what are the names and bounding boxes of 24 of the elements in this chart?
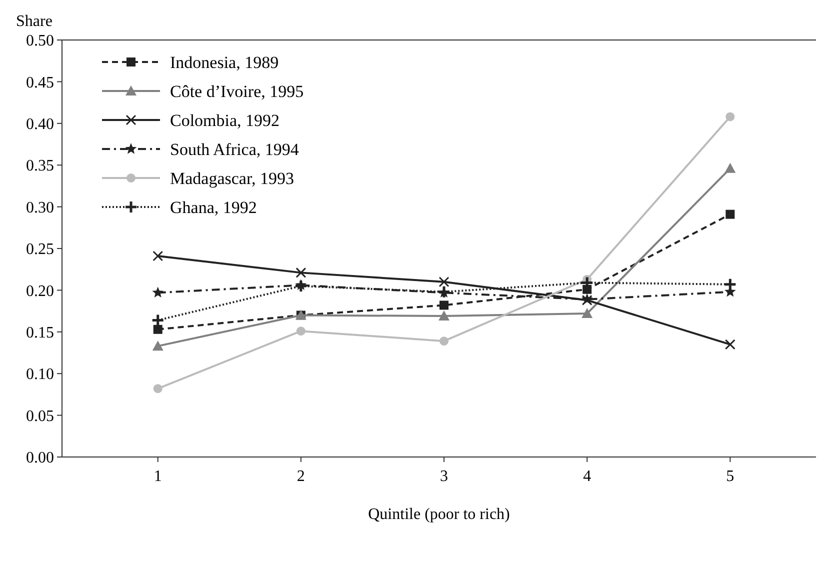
x-tick-label: 4 <box>583 468 592 485</box>
y-tick-label: 0.50 <box>26 32 54 50</box>
legend-label: Ghana, 1992 <box>170 198 257 217</box>
legend-label: Indonesia, 1989 <box>170 52 279 72</box>
legend-label: Côte d’Ivoire, 1995 <box>170 82 304 101</box>
y-tick-label: 0.35 <box>26 158 54 175</box>
legend-label: South Africa, 1994 <box>170 140 300 159</box>
x-axis-title: Quintile (poor to rich) <box>368 506 510 523</box>
y-tick-label: 0.20 <box>26 282 54 300</box>
y-tick-label: 0.45 <box>26 74 54 92</box>
legend-label: Madagascar, 1993 <box>170 168 294 188</box>
y-tick-label: 0.05 <box>26 408 54 425</box>
x-tick-label: 1 <box>154 468 162 485</box>
y-axis-title: Share <box>16 13 52 30</box>
y-tick-label: 0.40 <box>26 116 54 133</box>
y-tick-label: 0.30 <box>26 199 54 216</box>
y-tick-label: 0.15 <box>26 324 54 342</box>
legend-label: Colombia, 1992 <box>170 110 280 130</box>
y-tick-label: 0.00 <box>26 450 54 467</box>
y-tick-label: 0.10 <box>26 366 54 384</box>
x-tick-label: 3 <box>440 468 448 485</box>
y-tick-label: 0.25 <box>26 241 54 258</box>
x-tick-label: 2 <box>296 468 305 485</box>
x-tick-label: 5 <box>726 468 734 485</box>
